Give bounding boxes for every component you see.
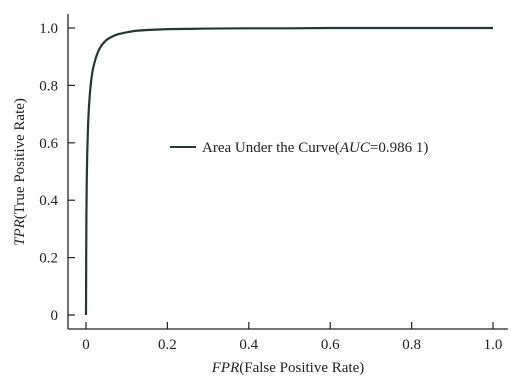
y-tick-label: 0.4 bbox=[39, 193, 58, 209]
x-ticks: 0 0.2 0.4 0.6 0.8 1.0 bbox=[82, 322, 502, 353]
y-tick-label: 0.2 bbox=[39, 251, 58, 267]
roc-curve-group bbox=[84, 26, 493, 316]
y-tick-label: 0 bbox=[51, 308, 59, 324]
x-tick-label: 0.2 bbox=[158, 337, 177, 353]
roc-curve bbox=[84, 26, 493, 316]
y-tick-label: 0.8 bbox=[39, 78, 58, 94]
x-axis-title: FPR(False Positive Rate) bbox=[211, 360, 364, 376]
x-tick-label: 0.8 bbox=[402, 337, 421, 353]
legend-label: Area Under the Curve(AUC=0.986 1) bbox=[202, 140, 428, 156]
y-ticks: 0 0.2 0.4 0.6 0.8 1.0 bbox=[39, 21, 75, 324]
x-tick-label: 0 bbox=[82, 337, 90, 353]
y-axis-title: TPR(True Positive Rate) bbox=[12, 98, 28, 246]
y-tick-label: 1.0 bbox=[39, 21, 58, 37]
axes: 0 0.2 0.4 0.6 0.8 1.0 0 0.2 0.4 0.6 0.8 1.0 bbox=[39, 14, 508, 353]
x-tick-label: 0.4 bbox=[239, 337, 258, 353]
y-tick-label: 0.6 bbox=[39, 136, 58, 152]
x-tick-label: 1.0 bbox=[484, 337, 503, 353]
legend: Area Under the Curve(AUC=0.986 1) bbox=[170, 140, 428, 156]
x-tick-label: 0.6 bbox=[321, 337, 340, 353]
